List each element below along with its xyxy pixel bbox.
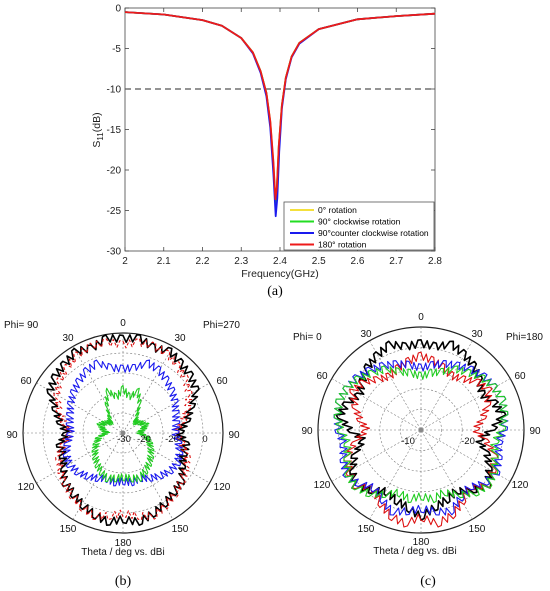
series-lines-c: [333, 338, 509, 528]
x-tick-label: 2.1: [157, 256, 171, 267]
phi-left-label-b: Phi= 90: [4, 320, 39, 331]
polar-series-line: [343, 351, 499, 528]
radial-tick-label: -20: [165, 434, 179, 445]
polar-chart-c: 0 30 60 90 120 150 180 150 120 90 60 30 -10 -20 Phi=…: [293, 312, 543, 589]
theta-tick-label: 60: [20, 376, 32, 387]
theta-tick-label: 150: [172, 524, 189, 535]
series-lines-b: [46, 333, 200, 526]
theta-tick-label: 90: [228, 430, 240, 441]
theta-tick-label: 60: [316, 371, 328, 382]
theta-tick-label: 90: [529, 426, 541, 437]
y-tick-label: -25: [107, 206, 122, 217]
polar-series-line: [62, 359, 184, 487]
series-line: [124, 11, 436, 201]
theta-tick-label: 60: [514, 371, 526, 382]
x-axis-label: Frequency(GHz): [241, 268, 319, 280]
x-tick-label: 2.8: [428, 256, 442, 267]
theta-tick-label: 30: [62, 333, 74, 344]
phi-right-label-b: Phi=270: [203, 320, 240, 331]
x-tick-label: 2.2: [196, 256, 210, 267]
theta-tick-label: 150: [60, 524, 77, 535]
theta-tick-label: 90: [6, 430, 18, 441]
theta-tick-label: 120: [512, 480, 529, 491]
theta-tick-label: 30: [471, 329, 483, 340]
caption-c: (c): [420, 574, 436, 589]
theta-tick-label: 30: [360, 329, 372, 340]
polar-chart-b: 0 30 60 90 120 150 180 150 120 90 60 30 -30 -20 -20 0 …: [4, 318, 240, 589]
radial-labels-c: -10 -20: [401, 436, 475, 447]
y-axis-label: S11(dB): [91, 112, 105, 147]
theta-tick-label: 60: [216, 376, 228, 387]
polar-series-line: [91, 384, 155, 483]
theta-tick-label: 150: [358, 524, 375, 535]
y-tick-label: -20: [107, 166, 122, 177]
x-axis-ticks: 2 2.1 2.2 2.3 2.4 2.5 2.6 2.7 2.8: [122, 8, 442, 267]
footer-b: Theta / deg vs. dBi: [81, 547, 164, 558]
x-tick-label: 2.3: [234, 256, 248, 267]
polar-center: [120, 430, 126, 436]
x-tick-label: 2: [122, 256, 128, 267]
legend-label: 0° rotation: [318, 205, 357, 215]
theta-tick-label: 150: [469, 524, 486, 535]
theta-tick-label: 30: [174, 333, 186, 344]
y-tick-label: -30: [107, 247, 122, 258]
radial-tick-label: -20: [461, 436, 475, 447]
footer-c: Theta / deg vs. dBi: [373, 546, 456, 557]
radial-labels-b: -30 -20 -20 0: [117, 434, 208, 445]
polar-series-line: [53, 338, 193, 521]
theta-tick-label: 180: [115, 538, 132, 549]
theta-labels-b: 0 30 60 90 120 150 180 150 120 90 60 30: [6, 318, 240, 549]
theta-tick-label: 120: [214, 482, 231, 493]
x-tick-label: 2.7: [389, 256, 403, 267]
polar-series-line: [46, 333, 200, 526]
polar-grid-b: [22, 332, 224, 534]
series-lines: [124, 11, 436, 218]
theta-tick-label: 0: [120, 318, 126, 329]
caption-b: (b): [115, 574, 132, 589]
polar-center: [418, 427, 424, 433]
theta-tick-label: 90: [301, 426, 313, 437]
theta-tick-label: 180: [413, 537, 430, 548]
theta-tick-label: 120: [314, 480, 331, 491]
radial-tick-label: -30: [117, 434, 131, 445]
legend-label: 180° rotation: [318, 240, 367, 250]
y-tick-label: -15: [107, 125, 122, 136]
polar-series-line: [333, 365, 509, 504]
radial-tick-label: -20: [137, 434, 151, 445]
radial-tick-label: -10: [401, 436, 415, 447]
y-tick-label: 0: [115, 4, 121, 15]
s11-line-chart: 2 2.1 2.2 2.3 2.4 2.5 2.6 2.7 2.8 0 -5 -10 -15 -20 -2…: [91, 4, 442, 300]
radial-tick-label: 0: [202, 434, 207, 445]
theta-labels-c: 0 30 60 90 120 150 180 150 120 90 60 30: [301, 312, 541, 548]
y-tick-label: -5: [112, 44, 121, 55]
y-tick-label: -10: [107, 85, 122, 96]
legend-label: 90°counter clockwise rotation: [318, 228, 429, 238]
x-tick-label: 2.6: [351, 256, 365, 267]
theta-tick-label: 120: [18, 482, 35, 493]
phi-right-label-c: Phi=180: [506, 332, 543, 343]
phi-left-label-c: Phi= 0: [293, 332, 322, 343]
legend: 0° rotation 90° clockwise rotation90°coun…: [283, 201, 435, 251]
theta-tick-label: 0: [418, 312, 424, 323]
caption-a: (a): [267, 284, 283, 299]
x-tick-label: 2.5: [312, 256, 326, 267]
legend-label: 90° clockwise rotation: [318, 217, 401, 227]
polar-ring: [400, 409, 442, 451]
x-tick-label: 2.4: [273, 256, 287, 267]
